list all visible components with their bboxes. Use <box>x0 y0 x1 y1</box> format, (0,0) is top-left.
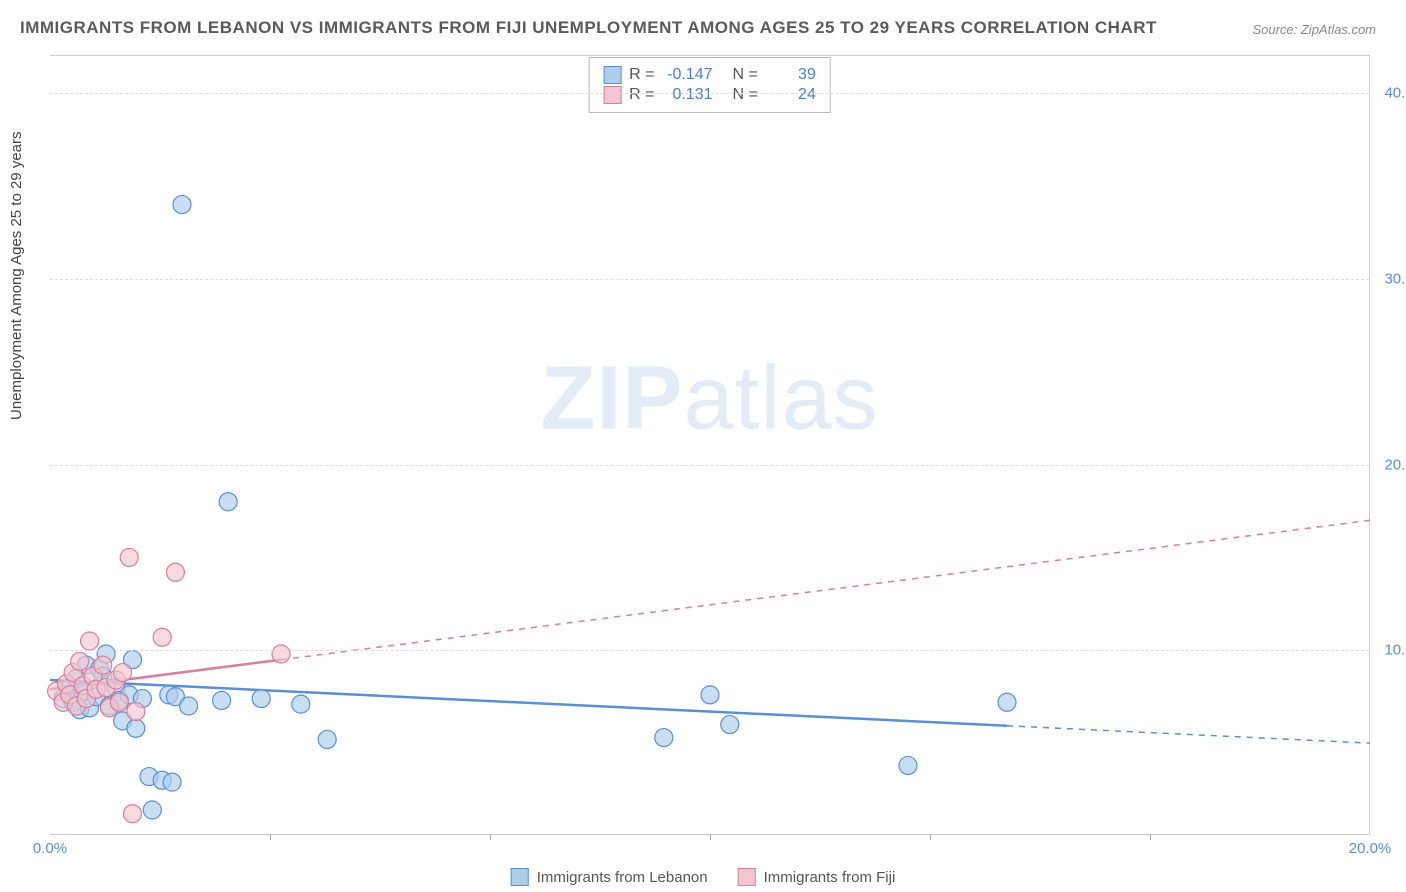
stats-row: R = -0.147 N = 39 <box>603 66 816 84</box>
x-tick-mark <box>710 834 711 840</box>
chart-canvas <box>50 56 1369 835</box>
stat-n-label: N = <box>733 86 758 104</box>
plot-area: ZIPatlas R =-0.147N =39R =0.131N =24 10.… <box>50 55 1370 835</box>
x-tick-label: 0.0% <box>33 840 67 857</box>
stat-r-label: R = <box>629 86 654 104</box>
stat-r-value: -0.147 <box>663 66 713 84</box>
chart-title: IMMIGRANTS FROM LEBANON VS IMMIGRANTS FR… <box>20 18 1157 38</box>
stat-n-label: N = <box>733 66 758 84</box>
gridline <box>50 279 1369 280</box>
series-swatch <box>603 66 621 84</box>
legend-label: Immigrants from Fiji <box>764 869 896 886</box>
y-axis-label: Unemployment Among Ages 25 to 29 years <box>8 131 25 420</box>
stat-n-value: 39 <box>766 66 816 84</box>
gridline <box>50 93 1369 94</box>
y-tick-label: 10.0% <box>1384 642 1406 659</box>
legend-item: Immigrants from Lebanon <box>511 868 708 886</box>
x-tick-label: 20.0% <box>1349 840 1392 857</box>
stat-r-label: R = <box>629 66 654 84</box>
legend-swatch <box>511 868 529 886</box>
x-tick-mark <box>1150 834 1151 840</box>
y-tick-label: 30.0% <box>1384 270 1406 287</box>
legend-item: Immigrants from Fiji <box>738 868 896 886</box>
stats-row: R = 0.131 N = 24 <box>603 86 816 104</box>
legend-swatch <box>738 868 756 886</box>
series-swatch <box>603 86 621 104</box>
stat-r-value: 0.131 <box>663 86 713 104</box>
stats-legend: R = -0.147 N = 39 R = 0.131 N = 24 <box>588 57 831 113</box>
y-tick-label: 20.0% <box>1384 456 1406 473</box>
gridline <box>50 650 1369 651</box>
source-label: Source: ZipAtlas.com <box>1252 22 1376 37</box>
stat-n-value: 24 <box>766 86 816 104</box>
bottom-legend: Immigrants from Lebanon Immigrants from F… <box>511 868 896 886</box>
legend-label: Immigrants from Lebanon <box>537 869 708 886</box>
gridline <box>50 465 1369 466</box>
x-tick-mark <box>930 834 931 840</box>
x-tick-mark <box>270 834 271 840</box>
y-tick-label: 40.0% <box>1384 85 1406 102</box>
x-tick-mark <box>490 834 491 840</box>
